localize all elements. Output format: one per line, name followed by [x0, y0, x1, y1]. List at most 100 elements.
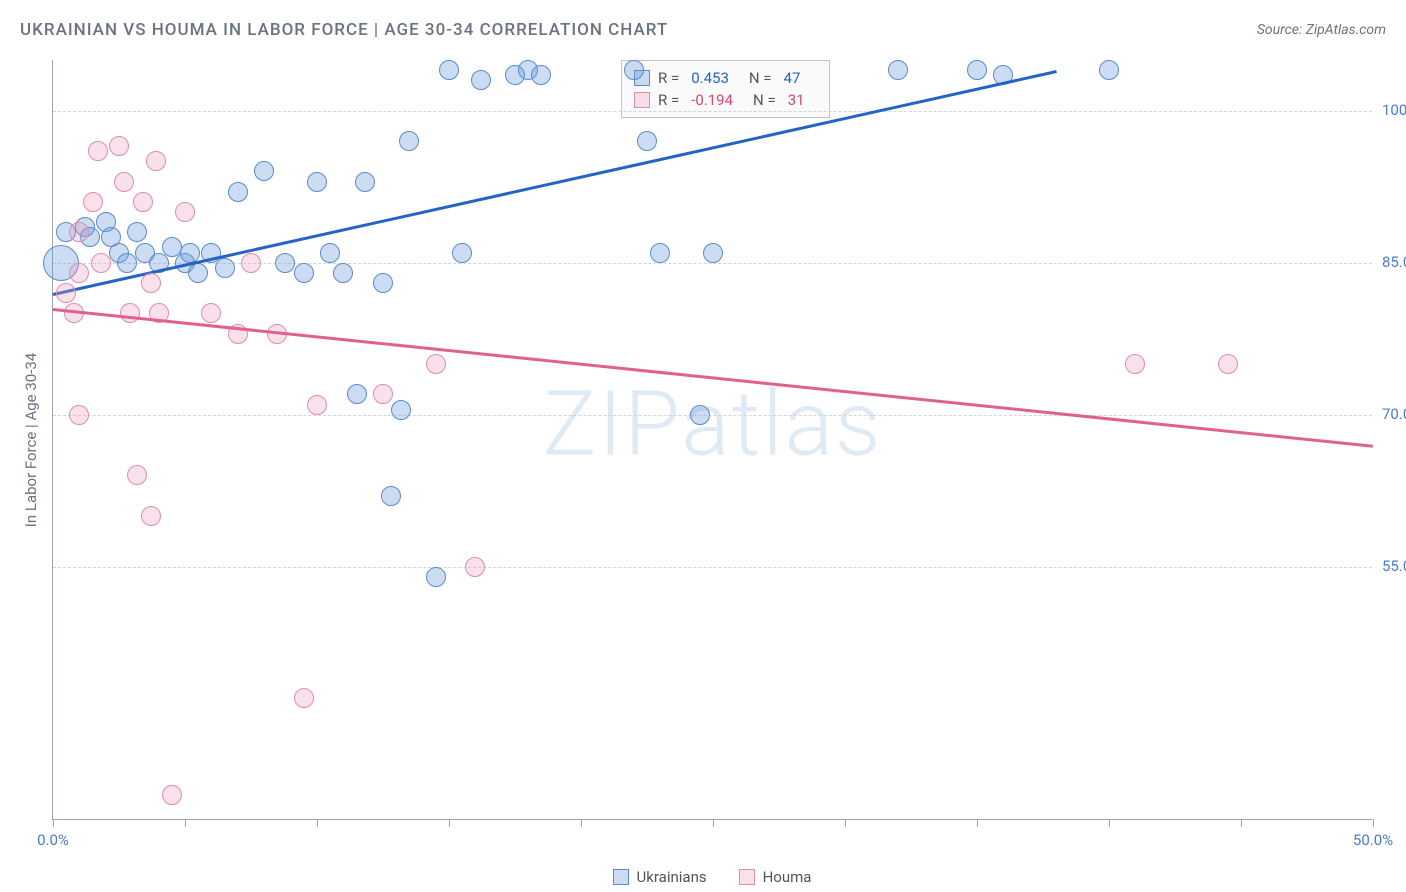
scatter-point [426, 567, 446, 587]
scatter-point [1218, 354, 1238, 374]
scatter-point [69, 405, 89, 425]
scatter-point [294, 263, 314, 283]
scatter-point [347, 384, 367, 404]
x-tick-label: 50.0% [1353, 831, 1393, 849]
scatter-point [703, 243, 723, 263]
x-tick [713, 819, 714, 827]
scatter-point [117, 253, 137, 273]
scatter-point [114, 172, 134, 192]
scatter-point [91, 253, 111, 273]
y-axis-label: In Labor Force | Age 30-34 [22, 353, 40, 527]
stats-r-value: 0.453 [691, 69, 729, 87]
y-tick-label: 55.0% [1376, 557, 1406, 575]
scatter-point [180, 243, 200, 263]
scatter-point [373, 384, 393, 404]
scatter-point [56, 283, 76, 303]
stats-n-label: N = [749, 69, 772, 87]
scatter-point [465, 557, 485, 577]
scatter-point [127, 222, 147, 242]
y-tick-label: 85.0% [1376, 253, 1406, 271]
x-tick [185, 819, 186, 827]
scatter-point [690, 405, 710, 425]
scatter-point [355, 172, 375, 192]
chart-source: Source: ZipAtlas.com [1257, 22, 1386, 38]
scatter-point [637, 131, 657, 151]
legend-item: Ukrainians [613, 868, 707, 886]
scatter-point [967, 60, 987, 80]
scatter-point [650, 243, 670, 263]
scatter-point [294, 688, 314, 708]
x-tick [317, 819, 318, 827]
x-tick [845, 819, 846, 827]
scatter-point [307, 172, 327, 192]
stats-n-value: 47 [784, 69, 801, 87]
stats-n-value: 31 [788, 91, 805, 109]
scatter-point [127, 465, 147, 485]
x-tick [581, 819, 582, 827]
scatter-point [624, 60, 644, 80]
scatter-point [69, 222, 89, 242]
scatter-point [426, 354, 446, 374]
scatter-point [241, 253, 261, 273]
gridline [53, 415, 1372, 416]
legend-label: Houma [763, 868, 812, 886]
scatter-point [391, 400, 411, 420]
plot-area: ZIPatlas R =0.453N =47R =-0.194N =31 55.… [52, 60, 1372, 820]
legend-swatch [739, 869, 755, 885]
legend-item: Houma [739, 868, 812, 886]
correlation-chart: UKRAINIAN VS HOUMA IN LABOR FORCE | AGE … [0, 0, 1406, 892]
chart-title: UKRAINIAN VS HOUMA IN LABOR FORCE | AGE … [20, 20, 668, 40]
scatter-point [254, 161, 274, 181]
scatter-point [452, 243, 472, 263]
y-tick-label: 100.0% [1376, 101, 1406, 119]
stats-r-value: -0.194 [691, 91, 733, 109]
stats-row: R = -0.194 N = 31 [634, 89, 817, 111]
scatter-point [201, 303, 221, 323]
x-tick [977, 819, 978, 827]
scatter-point [141, 273, 161, 293]
scatter-point [307, 395, 327, 415]
scatter-point [88, 141, 108, 161]
gridline [53, 111, 1372, 112]
x-tick [1109, 819, 1110, 827]
gridline [53, 567, 1372, 568]
scatter-point [888, 60, 908, 80]
y-tick-label: 70.0% [1376, 405, 1406, 423]
scatter-point [439, 60, 459, 80]
scatter-point [109, 136, 129, 156]
scatter-point [83, 192, 103, 212]
stats-r-label: R = [658, 69, 679, 87]
regression-line [53, 308, 1373, 447]
scatter-point [175, 202, 195, 222]
stats-n-label: N = [753, 91, 776, 109]
x-tick [1373, 819, 1374, 827]
scatter-point [228, 182, 248, 202]
scatter-point [215, 258, 235, 278]
stats-r-label: R = [658, 91, 679, 109]
x-tick [449, 819, 450, 827]
scatter-point [120, 303, 140, 323]
scatter-point [471, 70, 491, 90]
scatter-point [141, 506, 161, 526]
scatter-point [399, 131, 419, 151]
scatter-point [1125, 354, 1145, 374]
legend-label: Ukrainians [637, 868, 707, 886]
scatter-point [381, 486, 401, 506]
x-tick [53, 819, 54, 827]
legend-swatch [613, 869, 629, 885]
scatter-point [69, 263, 89, 283]
scatter-point [320, 243, 340, 263]
scatter-point [188, 263, 208, 283]
watermark: ZIPatlas [542, 372, 882, 477]
x-tick [1241, 819, 1242, 827]
stats-row: R = 0.453 N = 47 [634, 67, 817, 89]
scatter-point [373, 273, 393, 293]
scatter-point [275, 253, 295, 273]
stats-box: R = 0.453 N = 47 R = -0.194 N = 31 [621, 60, 830, 118]
scatter-point [531, 65, 551, 85]
scatter-point [1099, 60, 1119, 80]
scatter-point [162, 785, 182, 805]
scatter-point [133, 192, 153, 212]
stats-swatch [634, 92, 650, 108]
legend: Ukrainians Houma [52, 868, 1372, 886]
